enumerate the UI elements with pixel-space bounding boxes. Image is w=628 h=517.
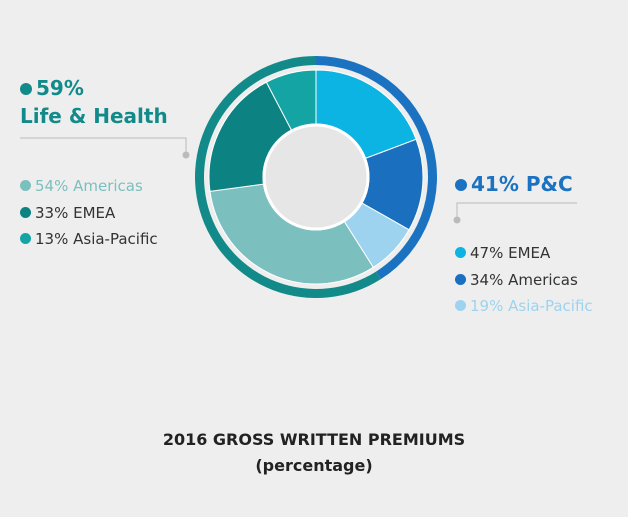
legend-name: Asia-Pacific (508, 297, 593, 315)
center-hole (262, 123, 370, 231)
legend-value-label: 34% (470, 270, 504, 289)
legend-dot (20, 206, 31, 218)
group-value-label: 59% (36, 76, 84, 100)
legend-item: 47% EMEA (455, 244, 550, 262)
legend-name: EMEA (73, 203, 116, 222)
legend-value-label: 33% (35, 203, 69, 222)
legend-item: 19% Asia-Pacific (455, 297, 593, 315)
legend-item: 33% EMEA (20, 204, 115, 222)
group-heading: 41% P&C (455, 170, 573, 198)
legend-item: 13% Asia-Pacific (20, 230, 158, 248)
legend-value-label: 54% (35, 177, 69, 195)
legend-name: Americas (73, 177, 143, 195)
chart-title: 2016 GROSS WRITTEN PREMIUMS (162, 430, 466, 449)
group-value-label: 41% (471, 172, 519, 196)
legend-item: 54% Americas (20, 177, 143, 195)
chart-subtitle: (percentage) (255, 456, 373, 475)
heading-line: 41% P&C (455, 170, 573, 198)
connector-dot (453, 216, 461, 224)
connector (456, 202, 577, 220)
legend-name: Asia-Pacific (73, 230, 158, 248)
heading-dot (20, 83, 32, 95)
legend-dot (20, 180, 31, 191)
group-name: Life & Health (20, 104, 168, 128)
legend-item: 34% Americas (455, 271, 578, 289)
connector (20, 137, 187, 155)
legend-dot (455, 247, 466, 258)
legend-name: Americas (508, 270, 578, 289)
group-heading: 59% Life & Health (20, 74, 168, 130)
legend-dot (455, 273, 466, 285)
legend-value-label: 47% (470, 244, 504, 262)
heading-line: 59% (20, 74, 168, 102)
legend-dot (20, 233, 31, 244)
heading-dot (455, 179, 467, 191)
legend-value-label: 19% (470, 297, 504, 315)
legend-value-label: 13% (35, 230, 69, 248)
legend-dot (455, 300, 466, 311)
connector-dot (182, 151, 190, 159)
group-name: P&C (525, 172, 573, 196)
legend-name: EMEA (508, 244, 551, 262)
